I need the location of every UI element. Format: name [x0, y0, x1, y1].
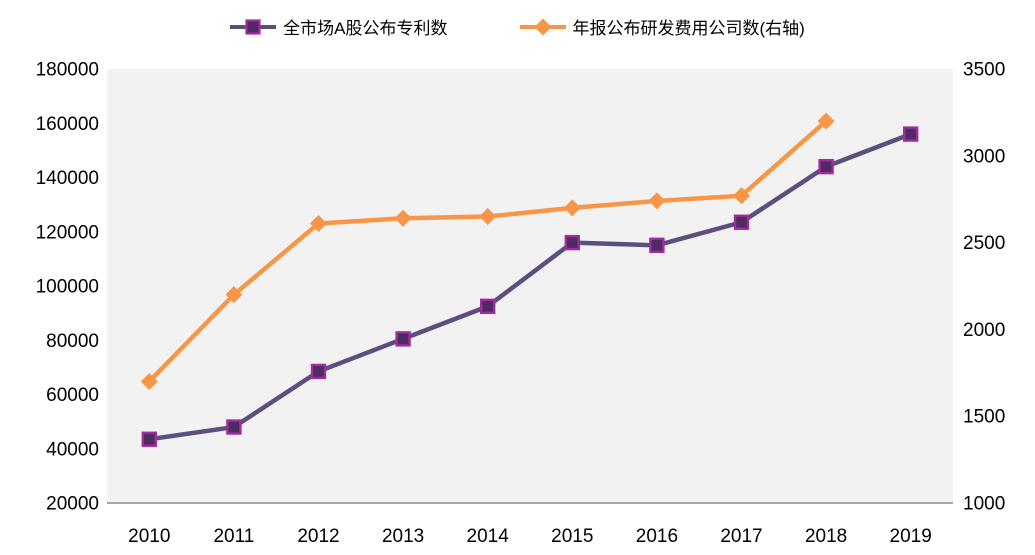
y-left-tick-label: 60000	[46, 385, 99, 406]
data-point-diamond	[310, 215, 327, 233]
y-right-tick-label: 1000	[963, 494, 1005, 515]
x-tick-label: 2010	[128, 526, 170, 547]
legend-label-patents: 全市场A股公布专利数	[283, 19, 448, 38]
y-right-tick-label: 2000	[963, 320, 1005, 341]
legend-diamond-marker-icon	[519, 18, 566, 35]
y-right-tick-label: 2500	[963, 233, 1005, 254]
x-tick-label: 2018	[805, 526, 847, 547]
x-tick-label: 2016	[636, 526, 678, 547]
x-tick-label: 2011	[213, 526, 254, 547]
data-point-diamond	[817, 112, 835, 130]
data-point-diamond	[479, 208, 497, 226]
data-point-square	[395, 331, 411, 347]
legend-label-rd-companies: 年报公布研发费用公司数(右轴)	[572, 19, 805, 38]
data-point-square	[733, 214, 750, 230]
y-left-tick-label: 140000	[36, 168, 99, 189]
y-right-tick-label: 1500	[963, 407, 1005, 428]
y-left-tick-label: 40000	[46, 439, 99, 460]
plot-area	[107, 69, 953, 503]
chart-legend: 全市场A股公布专利数 年报公布研发费用公司数(右轴)	[0, 14, 1035, 39]
legend-square-marker-icon	[230, 18, 277, 35]
data-point-square	[226, 419, 242, 435]
x-tick-label: 2013	[382, 526, 424, 547]
data-point-square	[141, 431, 158, 447]
data-point-square	[649, 237, 665, 254]
x-tick-label: 2015	[551, 526, 593, 547]
legend-item-patents: 全市场A股公布专利数	[230, 14, 448, 39]
y-right-tick-label: 3500	[963, 60, 1005, 81]
data-point-diamond	[733, 187, 750, 205]
y-left-tick-label: 80000	[46, 331, 99, 352]
data-point-diamond	[140, 372, 158, 390]
data-point-square	[480, 298, 496, 315]
data-point-diamond	[563, 199, 581, 217]
x-tick-label: 2019	[890, 526, 932, 547]
data-point-diamond	[225, 286, 243, 304]
y-right-tick-label: 3000	[963, 146, 1005, 167]
y-left-tick-label: 20000	[46, 494, 99, 515]
data-point-square	[310, 363, 327, 380]
y-left-tick-label: 100000	[36, 277, 99, 298]
series-line-0	[147, 131, 913, 442]
data-point-square	[564, 234, 580, 251]
x-tick-label: 2012	[297, 526, 339, 547]
x-tick-label: 2017	[720, 526, 762, 547]
y-left-tick-label: 120000	[36, 222, 99, 243]
data-point-diamond	[648, 192, 666, 210]
y-left-tick-label: 160000	[36, 114, 99, 135]
legend-item-rd-companies: 年报公布研发费用公司数(右轴)	[519, 14, 805, 39]
x-tick-label: 2014	[467, 526, 510, 547]
y-left-tick-label: 180000	[36, 60, 99, 81]
data-point-square	[818, 158, 834, 175]
data-point-square	[903, 126, 919, 142]
data-point-diamond	[394, 209, 412, 227]
